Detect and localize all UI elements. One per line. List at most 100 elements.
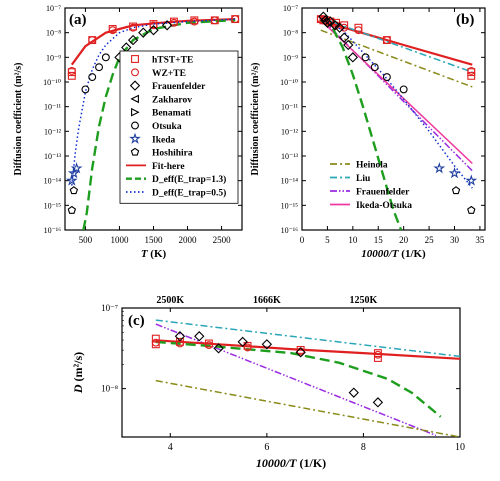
legend-label: Ikeda-Otsuka — [356, 201, 412, 211]
legend: Heinola Liu Frauenfelder Ikeda-Otsuka — [330, 161, 412, 211]
legend-marker — [129, 132, 141, 144]
point-wz-te — [67, 66, 76, 75]
point-otsuka — [382, 73, 391, 82]
y-tick-label: 10⁻¹³ — [281, 152, 299, 161]
line-d-eff-e-trap-0-5- — [320, 18, 473, 189]
point-hoshihira — [67, 205, 77, 214]
x-tick-label: 4 — [168, 442, 173, 453]
point-frauenfelder — [372, 397, 384, 408]
panel-a: 500 1000 1500 2000 2500 10⁻¹⁶ 10⁻¹⁵ 10⁻¹⁴ 10⁻¹³ 1… — [13, 4, 243, 260]
legend-label: Benamati — [152, 109, 191, 119]
point-frauenfelder — [329, 20, 341, 31]
plot-frame — [121, 307, 461, 438]
point-frauenfelder — [318, 11, 329, 22]
point-frauenfelder — [334, 22, 345, 33]
legend-label: Zakharov — [152, 95, 192, 105]
legend-marker — [129, 80, 141, 91]
legend-marker — [130, 94, 139, 104]
point-frauenfelder — [213, 343, 224, 354]
line-d-eff-e-trap-1-3- — [320, 19, 403, 230]
legend: hTST+TE WZ+TE Frauenfelder Zakharov Benamati… — [119, 50, 239, 204]
top-tick-label: 1250K — [350, 295, 378, 306]
y-tick-label: 10⁻¹² — [44, 127, 62, 136]
y-tick-label: 10⁻¹³ — [44, 152, 62, 161]
line-liu — [320, 17, 473, 73]
x-axis-label: 10000/T (1/K) — [256, 456, 326, 470]
x-axis-label-main: 10000/T — [256, 456, 297, 470]
panel-b: 0 5 10 15 20 25 30 35 10⁻¹⁶ 10⁻¹⁵ 10⁻¹⁴ 10⁻¹³ 10⁻¹² 1… — [250, 4, 486, 260]
x-tick-label: 15 — [374, 235, 384, 245]
point-frauenfelder — [194, 331, 205, 342]
x-tick-label: 2000 — [179, 235, 198, 245]
legend-marker — [130, 147, 140, 156]
line-liu — [155, 319, 460, 358]
point-wz-te — [108, 26, 117, 35]
y-tick-label: 10⁻⁸ — [46, 29, 61, 38]
point-wz-te — [382, 36, 391, 45]
point-wz-te — [88, 36, 97, 45]
legend-label: Ikeda — [152, 135, 175, 145]
x-tick-label: 0 — [300, 235, 305, 245]
line-ikeda-otsuka — [320, 19, 473, 164]
y-axis-label: Diffusion coefficient (m²/s) — [13, 63, 24, 176]
y-tick-label: 10⁻¹⁶ — [281, 226, 299, 235]
y-tick-label: 10⁻⁹ — [46, 53, 61, 62]
point-frauenfelder — [347, 52, 359, 63]
y-axis-label-main: D — [71, 384, 85, 394]
panel-c: 4 6 8 10 10⁻⁸ 10⁻⁷ 10000/T (1/K) D (m²/s) (c) 250… — [71, 295, 465, 470]
point-wz-te — [231, 15, 240, 24]
point-otsuka — [361, 53, 370, 62]
point-ikeda — [448, 167, 461, 179]
point-frauenfelder — [148, 25, 159, 36]
plot-area — [316, 11, 478, 230]
line-fit-here — [155, 339, 460, 360]
legend-label: Heinola — [356, 161, 388, 171]
x-tick-label: 500 — [79, 235, 93, 245]
point-ikeda — [67, 166, 80, 179]
point-wz-te — [169, 18, 178, 27]
point-hoshihira — [467, 205, 476, 214]
y-tick-label: 10⁻⁹ — [283, 53, 298, 62]
y-tick-label: 10⁻⁷ — [283, 4, 298, 13]
x-axis-label-main: 10000/T — [361, 248, 400, 260]
y-axis-label: D (m²/s) — [71, 352, 85, 394]
line-d-eff-e-trap-1-3- — [82, 19, 236, 230]
point-frauenfelder — [325, 16, 336, 27]
point-wz-te — [149, 21, 158, 30]
point-frauenfelder — [138, 27, 149, 38]
legend-label: Otsuka — [152, 122, 182, 132]
point-frauenfelder — [348, 387, 359, 398]
y-tick-label: 10⁻¹⁴ — [44, 177, 62, 186]
point-otsuka — [81, 85, 90, 94]
y-tick-label: 10⁻⁸ — [283, 29, 298, 38]
legend-label: D_eff(E_trap=0.5) — [152, 188, 226, 199]
point-htst-te — [354, 23, 363, 32]
point-ikeda — [70, 162, 83, 174]
legend-label: Hoshihira — [152, 149, 193, 159]
y-axis-label-unit: (m²/s) — [71, 352, 85, 385]
plot-area — [65, 15, 240, 230]
x-tick-label: 6 — [264, 442, 269, 453]
point-wz-te — [340, 23, 349, 32]
line-d-eff-e-trap-1-3- — [155, 340, 442, 418]
legend-marker — [131, 107, 140, 117]
y-tick-label: 10⁻¹⁰ — [43, 78, 61, 87]
x-axis-label-unit: (1/K) — [297, 456, 327, 470]
point-frauenfelder — [261, 339, 273, 350]
top-tick-label: 1666K — [253, 295, 281, 306]
point-frauenfelder — [174, 331, 186, 342]
point-wz-te — [129, 23, 138, 32]
line-d-eff-e-trap-0-5- — [71, 18, 236, 186]
point-htst-te — [373, 354, 382, 362]
x-axis-label: T (K) — [141, 248, 167, 260]
x-axis-label-main: T — [141, 248, 149, 260]
legend-label: D_eff(E_trap=1.3) — [152, 174, 226, 185]
x-tick-label: 1000 — [110, 235, 129, 245]
y-tick-label: 10⁻¹⁶ — [44, 226, 62, 235]
legend-marker — [131, 68, 139, 77]
y-tick-label: 10⁻⁷ — [101, 303, 118, 313]
point-ikeda — [65, 174, 78, 186]
point-otsuka — [399, 85, 408, 94]
legend-label: WZ+TE — [152, 69, 186, 79]
